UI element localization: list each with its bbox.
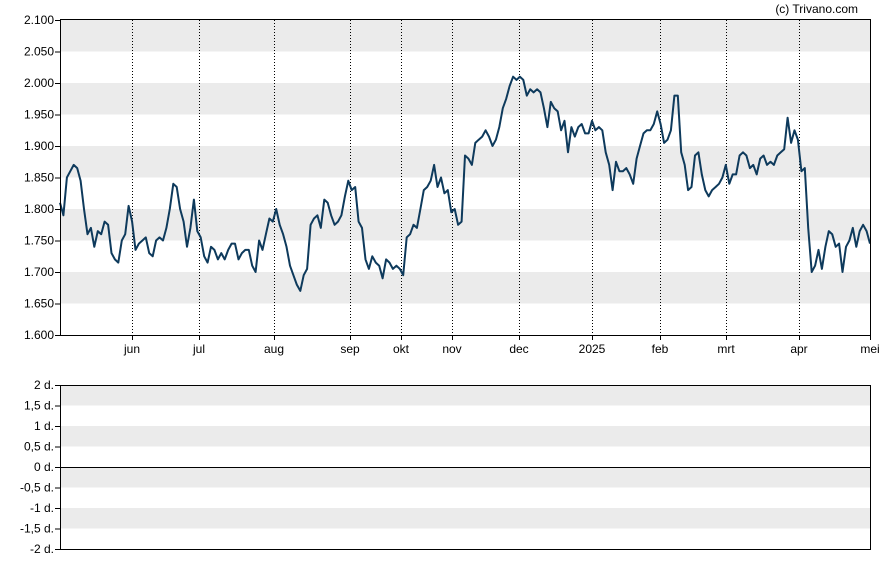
x-tick-label: okt	[393, 342, 410, 356]
indicator-band	[60, 426, 870, 447]
y-tick-label: -1 d.	[30, 501, 54, 515]
y-tick-label: 0,5 d.	[24, 440, 54, 454]
price-band	[60, 272, 870, 304]
y-tick-label: 1.850	[24, 171, 54, 185]
y-tick-label: 1.900	[24, 139, 54, 153]
price-chart-frame	[60, 19, 871, 336]
price-band	[60, 83, 870, 115]
y-tick-label: -1,5 d.	[20, 522, 54, 536]
y-tick-label: 1.700	[24, 265, 54, 279]
x-tick-label: aug	[264, 342, 284, 356]
x-tick-label: jul	[192, 342, 205, 356]
y-tick-label: 1 d.	[34, 419, 54, 433]
y-tick-label: -2 d.	[30, 542, 54, 556]
x-tick-label: feb	[652, 342, 669, 356]
y-tick-label: 1.750	[24, 234, 54, 248]
y-tick-label: 1.600	[24, 328, 54, 342]
x-tick-label: apr	[790, 342, 807, 356]
indicator-chart-frame	[60, 385, 871, 550]
x-tick-label: 2025	[579, 342, 606, 356]
price-series-line	[59, 75, 871, 292]
indicator-y-ticks: 2 d. 1,5 d. 1 d. 0,5 d. 0 d. -0,5 d. -1 d. -1,5…	[20, 378, 60, 556]
indicator-band	[60, 508, 870, 529]
y-tick-label: 0 d.	[34, 460, 54, 474]
x-tick-label: mrt	[717, 342, 735, 356]
y-tick-label: 1.650	[24, 297, 54, 311]
price-band	[60, 20, 870, 52]
price-x-ticks: jun jul aug sep okt nov dec 2025 feb mrt apr mei	[123, 335, 880, 356]
y-tick-label: 2.000	[24, 76, 54, 90]
y-tick-label: 1.800	[24, 202, 54, 216]
credit-text: (c) Trivano.com	[775, 2, 858, 16]
x-tick-label: jun	[123, 342, 140, 356]
x-tick-label: nov	[442, 342, 461, 356]
price-y-ticks: 2.100 2.050 2.000 1.950 1.900 1.850 1.800 1.750…	[24, 13, 60, 342]
x-tick-label: dec	[509, 342, 528, 356]
y-tick-label: 2.100	[24, 13, 54, 27]
y-tick-label: 1.950	[24, 108, 54, 122]
y-tick-label: 2 d.	[34, 378, 54, 392]
y-tick-label: 1,5 d.	[24, 399, 54, 413]
y-tick-label: 2.050	[24, 45, 54, 59]
indicator-band	[60, 385, 870, 406]
price-chart-bands	[60, 20, 870, 304]
y-tick-label: -0,5 d.	[20, 481, 54, 495]
x-tick-label: mei	[860, 342, 879, 356]
x-tick-label: sep	[340, 342, 360, 356]
indicator-band	[60, 467, 870, 488]
indicator-chart-bands	[60, 385, 870, 529]
